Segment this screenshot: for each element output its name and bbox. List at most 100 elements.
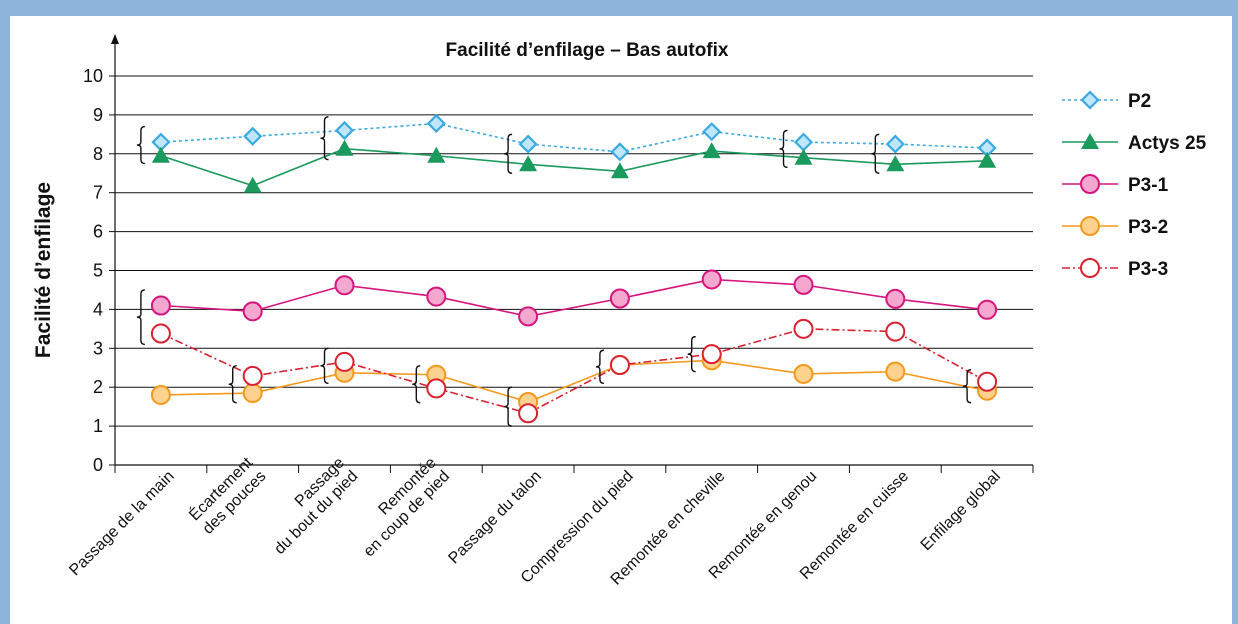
- data-point-p3-3: [885, 321, 906, 342]
- legend-item-p2: P2: [1062, 90, 1151, 112]
- significance-braces: [136, 116, 972, 427]
- brace: [412, 365, 421, 404]
- y-tick-label-0: 0: [93, 455, 103, 475]
- data-point-p3-2: [885, 361, 906, 382]
- series-p3-3: [150, 318, 998, 424]
- y-tick-label-4: 4: [93, 299, 103, 319]
- series-p2: [151, 113, 997, 162]
- series-line-actys-25: [160, 147, 988, 187]
- data-point-p3-3: [334, 351, 355, 372]
- series-line-p3-2: [160, 359, 988, 403]
- brace: [871, 133, 880, 174]
- series-line-p2: [160, 122, 988, 153]
- data-point-p3-3: [977, 371, 998, 392]
- brace: [687, 335, 696, 373]
- data-point-p3-1: [150, 295, 171, 316]
- brace: [228, 365, 237, 404]
- brace: [320, 116, 329, 161]
- legend-label-actys-25: Actys 25: [1128, 133, 1207, 154]
- series-layer: [150, 113, 998, 424]
- y-tick-label-6: 6: [93, 222, 103, 242]
- brace: [963, 368, 972, 404]
- data-point-p3-2: [793, 363, 814, 384]
- data-point-actys-25: [519, 155, 538, 172]
- data-point-p3-1: [885, 288, 906, 309]
- data-point-p3-1: [793, 274, 814, 295]
- data-point-p3-2: [242, 383, 263, 404]
- data-point-actys-25: [427, 146, 446, 163]
- data-point-p3-3: [242, 365, 263, 386]
- data-point-p3-1: [609, 288, 630, 309]
- y-tick-label-9: 9: [93, 105, 103, 125]
- grid-lines: [115, 75, 1033, 427]
- data-point-p2: [702, 122, 722, 142]
- data-point-p2: [610, 142, 630, 162]
- y-tick-label-10: 10: [83, 66, 103, 86]
- y-tick-label-1: 1: [93, 416, 103, 436]
- y-tick-label-8: 8: [93, 144, 103, 164]
- legend-marker-actys-25: [1081, 133, 1099, 149]
- axes: 0 1 2 3 4 5 6 7 8 9 10: [83, 34, 1034, 475]
- brace: [779, 129, 788, 169]
- y-tick-label-3: 3: [93, 338, 103, 358]
- legend: P2 Actys 25 P3-1 P3-2 P3-3: [1062, 90, 1207, 280]
- y-tick-label-2: 2: [93, 377, 103, 397]
- data-point-actys-25: [702, 142, 721, 159]
- series-p3-2: [150, 350, 998, 412]
- brace: [320, 347, 329, 385]
- data-point-actys-25: [243, 176, 262, 193]
- data-point-p2: [793, 132, 814, 152]
- legend-marker-p3-2: [1080, 216, 1100, 236]
- legend-item-p3-1: P3-1: [1062, 174, 1169, 196]
- legend-item-actys-25: Actys 25: [1062, 133, 1207, 154]
- data-point-p3-1: [518, 306, 539, 327]
- x-tick-label: Passagedu bout du pied: [258, 454, 362, 558]
- brace: [136, 125, 145, 165]
- legend-marker-p3-1: [1080, 174, 1100, 194]
- y-axis-label: Facilité d’enfilage: [32, 182, 55, 358]
- x-tick-label: Passage de la main: [66, 468, 177, 579]
- x-tick-label: Remontéeen coup de pied: [347, 454, 453, 560]
- data-point-p3-1: [701, 269, 722, 290]
- data-point-p2: [518, 134, 538, 154]
- y-tick-label-7: 7: [93, 183, 103, 203]
- data-point-p3-3: [609, 355, 630, 376]
- data-point-p2: [243, 126, 263, 146]
- brace: [504, 386, 513, 427]
- data-point-p3-3: [518, 403, 539, 424]
- data-point-p3-1: [242, 301, 263, 322]
- chart-title: Facilité d’enfilage – Bas autofix: [446, 40, 729, 61]
- legend-marker-p2: [1080, 90, 1100, 110]
- data-point-actys-25: [794, 148, 813, 165]
- legend-label-p3-1: P3-1: [1128, 175, 1169, 196]
- data-point-actys-25: [610, 162, 629, 179]
- data-point-p3-1: [426, 286, 447, 307]
- data-point-p3-3: [426, 378, 447, 399]
- legend-label-p3-2: P3-2: [1128, 217, 1168, 238]
- data-point-actys-25: [886, 155, 905, 172]
- y-axis-arrow: [111, 34, 119, 44]
- brace: [595, 349, 604, 385]
- y-tick-label-5: 5: [93, 261, 103, 281]
- legend-item-p3-3: P3-3: [1062, 258, 1168, 280]
- series-p3-1: [150, 269, 998, 327]
- x-tick-label: Passage du talon: [445, 468, 544, 567]
- series-line-p3-3: [160, 328, 988, 415]
- data-point-actys-25: [978, 151, 997, 168]
- data-point-p2: [885, 134, 905, 154]
- data-point-actys-25: [151, 146, 170, 163]
- data-point-p3-2: [150, 384, 171, 405]
- legend-label-p2: P2: [1128, 91, 1151, 112]
- brace: [504, 133, 513, 174]
- data-point-p3-3: [150, 323, 171, 344]
- data-point-p3-3: [793, 318, 814, 339]
- series-actys-25: [151, 139, 997, 193]
- legend-label-p3-3: P3-3: [1128, 259, 1168, 280]
- data-point-actys-25: [335, 139, 354, 156]
- data-point-p2: [426, 113, 446, 134]
- data-point-p3-1: [977, 299, 998, 320]
- data-point-p3-3: [701, 344, 722, 365]
- legend-item-p3-2: P3-2: [1062, 216, 1168, 238]
